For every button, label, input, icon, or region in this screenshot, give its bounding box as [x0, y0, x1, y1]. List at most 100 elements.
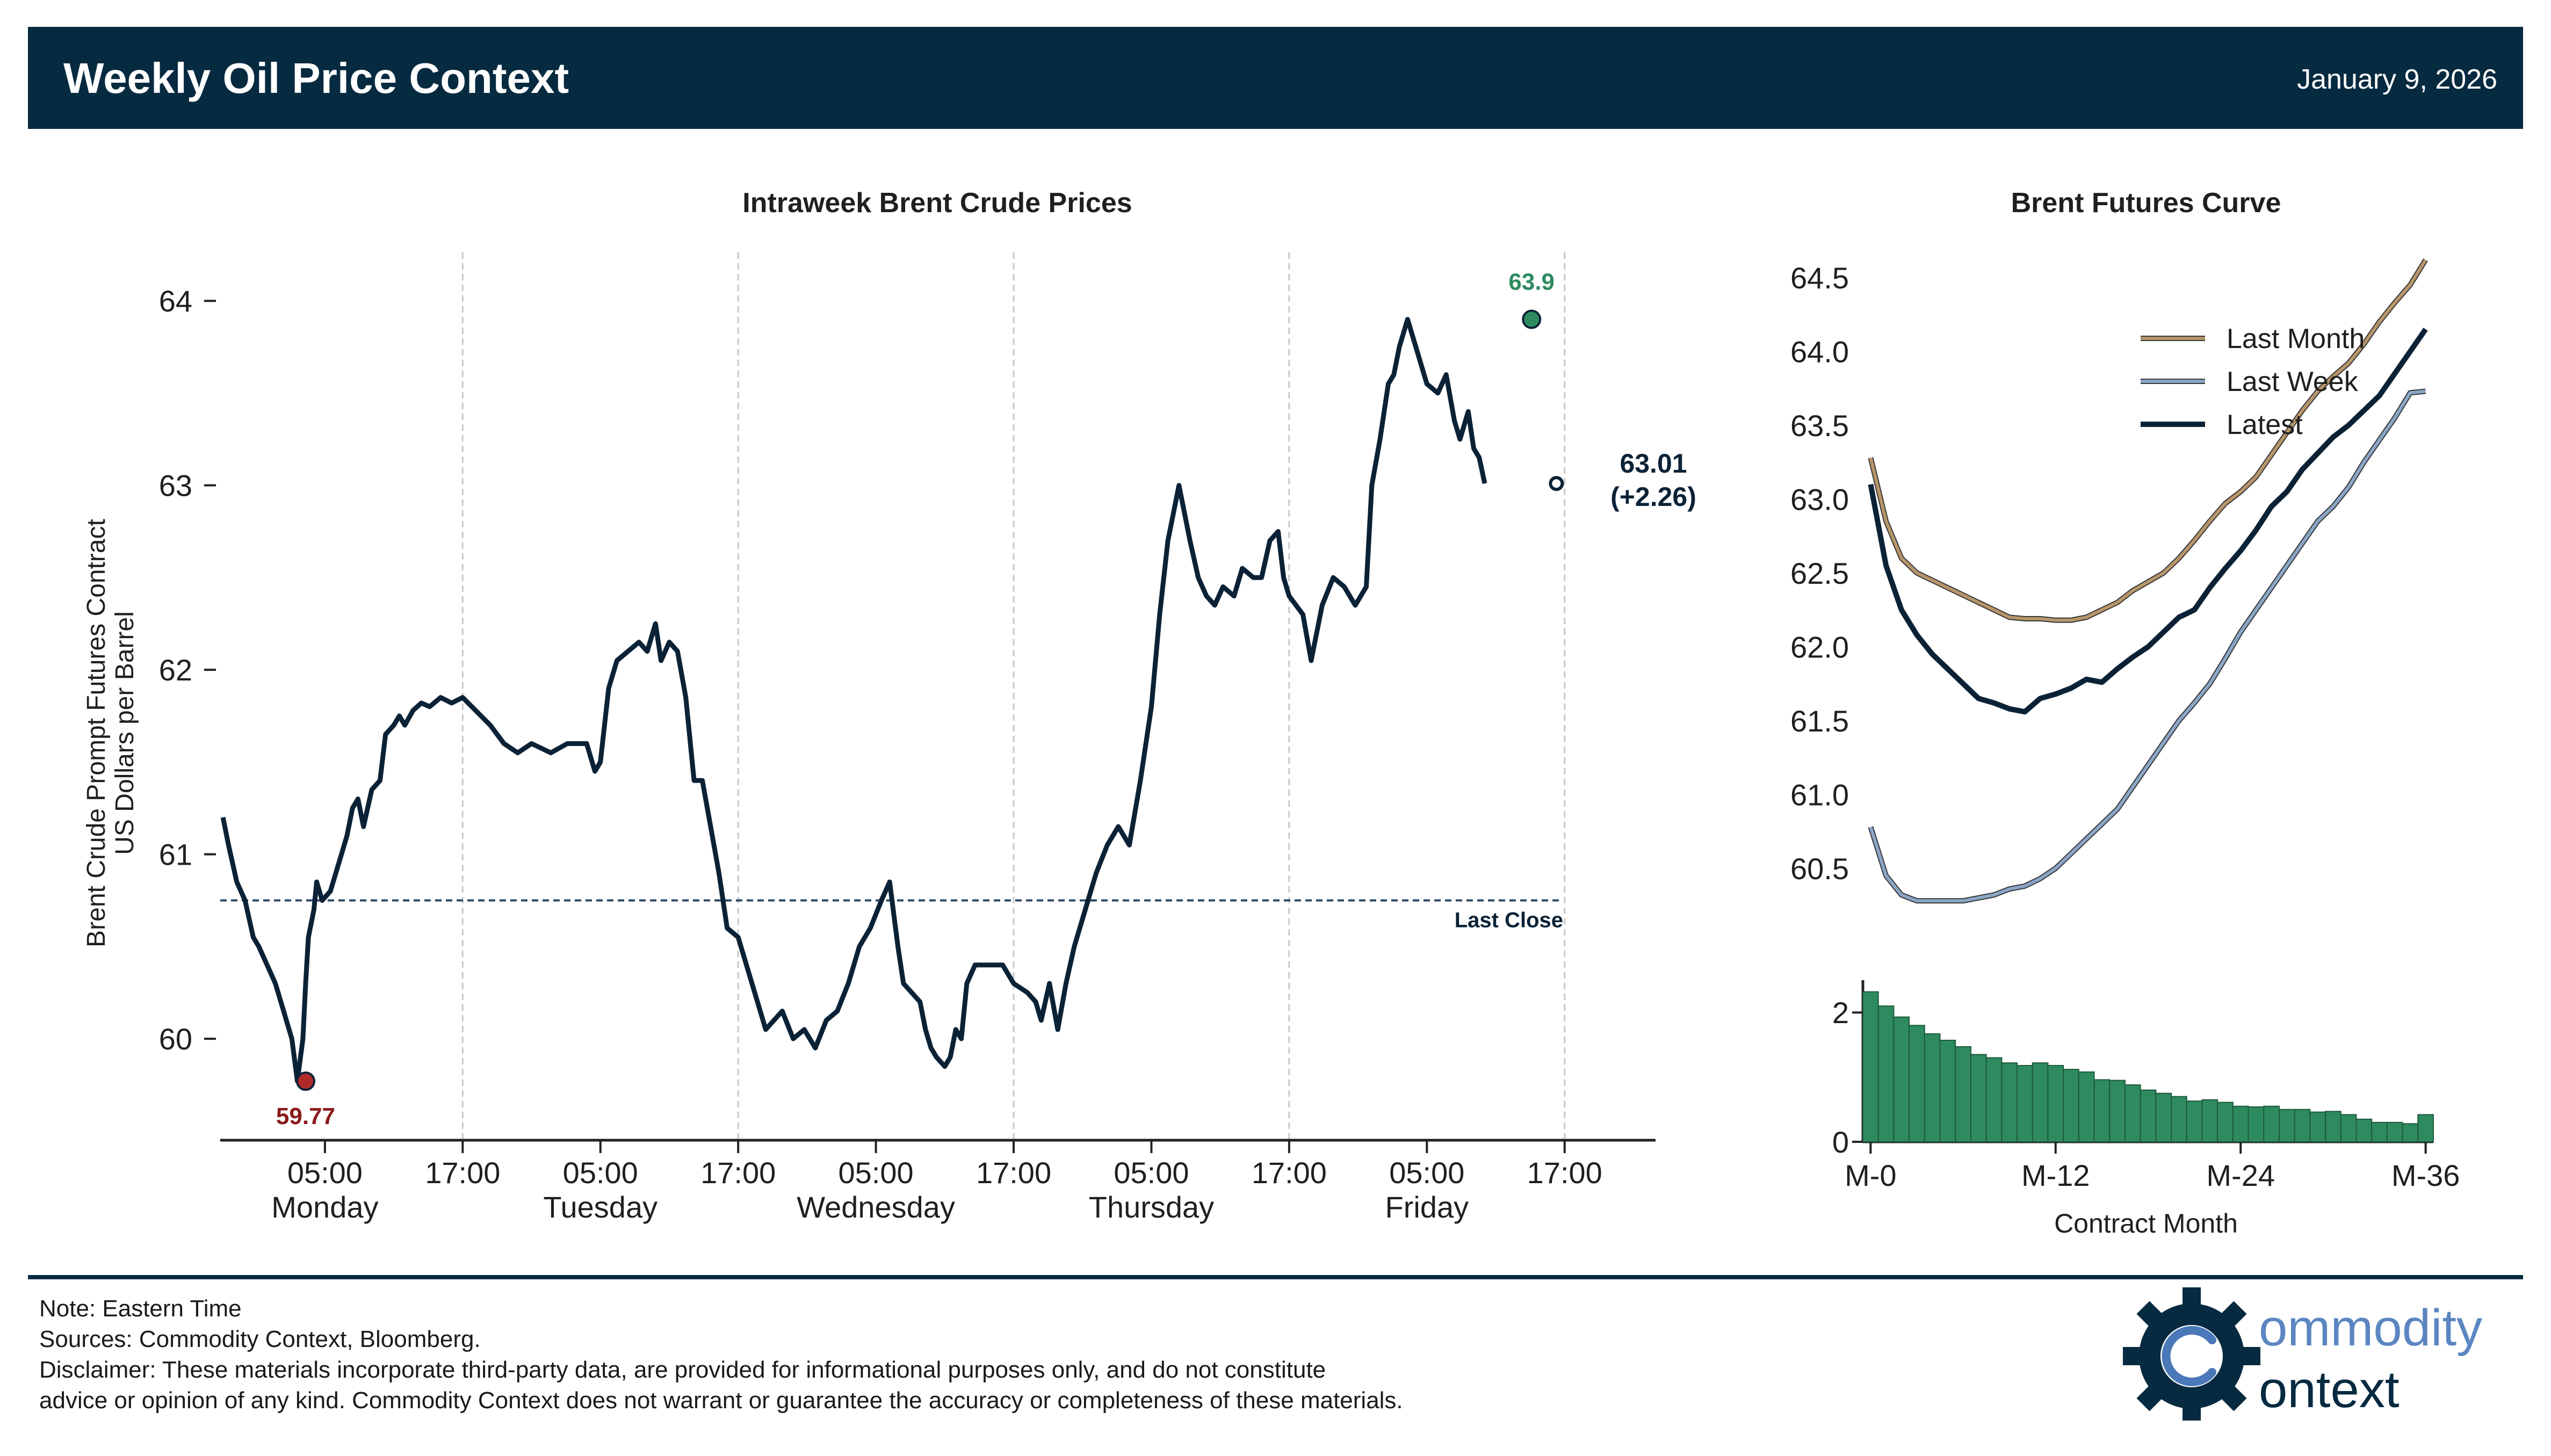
session-gridlines: [461, 252, 1566, 1140]
spread-bar: [2309, 1111, 2326, 1142]
x-tick-label: 05:00: [1389, 1156, 1464, 1190]
spread-bar: [2417, 1114, 2434, 1142]
report-date: January 9, 2026: [2297, 64, 2497, 95]
spread-bar: [2294, 1109, 2311, 1143]
futures-curve-title: Brent Futures Curve: [2011, 187, 2281, 219]
curve-y-tick-label: 60.5: [1790, 852, 1849, 886]
curve-y-tick-label: 62.0: [1790, 630, 1849, 664]
gear-icon: [2123, 1287, 2260, 1421]
spread-bar: [2047, 1064, 2064, 1142]
spread-bar: [1970, 1054, 1987, 1142]
last-price-label: 63.01: [1620, 448, 1687, 479]
curve-legend: Last Month Last Week Latest: [2141, 323, 2365, 440]
curve-y-tick-label: 62.5: [1790, 556, 1849, 590]
curve-y-tick-label: 61.5: [1790, 704, 1849, 738]
spread-bar: [2325, 1111, 2342, 1143]
x-axis-label: Contract Month: [2054, 1208, 2238, 1238]
commodity-context-logo: ommodity ontext: [2123, 1287, 2482, 1421]
spread-bar: [2217, 1102, 2234, 1142]
x-tick-label: 17:00: [700, 1156, 776, 1190]
footer-notes: Note: Eastern Time Sources: Commodity Co…: [39, 1293, 1403, 1416]
peak-label: 63.9: [1508, 269, 1555, 295]
legend-label: Last Week: [2227, 366, 2359, 397]
spread-bar: [2017, 1064, 2033, 1142]
contract-x-tick-label: M-0: [1845, 1158, 1896, 1192]
spread-bar: [2109, 1080, 2126, 1142]
spread-bar: [2402, 1123, 2419, 1143]
spread-bar: [2155, 1092, 2172, 1142]
spread-bar: [2001, 1062, 2018, 1143]
intraweek-chart: Intraweek Brent Crude Prices Brent Crude…: [82, 187, 1696, 1224]
x-tick-label: 05:00: [563, 1156, 638, 1190]
spread-bar: [2093, 1079, 2111, 1143]
y-tick-label: 61: [159, 838, 192, 872]
intraweek-chart-title: Intraweek Brent Crude Prices: [742, 187, 1132, 219]
spread-bar: [1939, 1039, 1956, 1143]
spread-bar: [1893, 1016, 1910, 1143]
curve-y-tick-label: 64.5: [1790, 261, 1849, 295]
x-tick-day-label: Friday: [1385, 1190, 1469, 1224]
spread-bar: [2355, 1118, 2373, 1143]
contract-x-axis: M-0 M-12 M-24 M-36: [1845, 1142, 2460, 1192]
bars-y-axis: 02: [1832, 996, 1863, 1159]
spread-bar: [2032, 1062, 2049, 1143]
spread-bar: [2340, 1114, 2357, 1142]
curve-y-axis: 60.5 61.0 61.5 62.0 62.5 63.0 63.5 64.0 64.5: [1790, 261, 1849, 886]
spread-bar: [2386, 1121, 2403, 1142]
x-tick-label: 17:00: [425, 1156, 500, 1190]
x-tick-label: 17:00: [976, 1156, 1051, 1190]
spread-bar: [2263, 1105, 2280, 1143]
spread-bar: [2278, 1109, 2295, 1143]
y-tick-label: 62: [159, 653, 192, 687]
x-tick-day-label: Thursday: [1089, 1190, 1214, 1224]
contract-x-tick-label: M-24: [2206, 1158, 2275, 1192]
legend-label: Last Month: [2227, 323, 2365, 354]
x-tick-label: 05:00: [1114, 1156, 1189, 1190]
spread-bar: [2371, 1121, 2388, 1142]
bars-y-tick-label: 0: [1832, 1125, 1849, 1159]
spread-bar: [1955, 1046, 1971, 1142]
footer-divider: [28, 1275, 2523, 1279]
x-tick-label: 17:00: [1252, 1156, 1327, 1190]
curve-y-tick-label: 64.0: [1790, 335, 1849, 368]
x-tick-label: 05:00: [287, 1156, 363, 1190]
curve-line-last-week: [1869, 389, 2426, 903]
x-tick-label: 05:00: [839, 1156, 914, 1190]
spread-bar: [2232, 1105, 2249, 1143]
spread-bar: [2201, 1099, 2218, 1142]
x-tick-day-label: Wednesday: [797, 1190, 955, 1224]
last-close-label: Last Close: [1455, 908, 1563, 932]
curve-line-latest: [1868, 328, 2428, 715]
spread-bar: [2248, 1106, 2265, 1142]
spread-bar: [2078, 1071, 2095, 1143]
spread-bar: [1924, 1033, 1941, 1142]
spread-bar: [1909, 1025, 1925, 1143]
logo-word-commodity: ommodity: [2259, 1299, 2482, 1357]
y-axis-label: Brent Crude Prompt Futures Contract: [82, 519, 111, 947]
curve-line-outline: [1868, 258, 2428, 623]
figure-canvas: Intraweek Brent Crude Prices Brent Crude…: [82, 187, 2460, 1238]
y-tick-label: 64: [159, 284, 192, 318]
sources-text: Sources: Commodity Context, Bloomberg.: [39, 1326, 481, 1352]
curve-lines: [1868, 258, 2428, 904]
y-axis: 60 61 62 63 64: [159, 284, 216, 1056]
page-title: Weekly Oil Price Context: [63, 54, 569, 102]
y-axis-label-units: US Dollars per Barrel: [111, 611, 139, 854]
spread-bar: [1862, 991, 1879, 1142]
spread-bar: [2124, 1084, 2141, 1142]
contract-x-tick-label: M-12: [2021, 1158, 2090, 1192]
bars-y-tick-label: 2: [1832, 996, 1849, 1030]
x-tick-day-label: Monday: [271, 1190, 378, 1224]
brent-price-line: [220, 317, 1487, 1084]
note-text: Note: Eastern Time: [39, 1295, 242, 1322]
logo-word-context: ontext: [2259, 1361, 2400, 1418]
y-tick-label: 60: [159, 1022, 192, 1056]
x-tick-day-label: Tuesday: [543, 1190, 657, 1224]
trough-marker: [295, 1071, 315, 1091]
peak-marker: [1522, 309, 1542, 329]
disclaimer-line-1: Disclaimer: These materials incorporate …: [39, 1357, 1326, 1383]
spread-bar: [2171, 1096, 2187, 1142]
last-price-change-label: (+2.26): [1610, 482, 1696, 512]
header-bar: Weekly Oil Price Context January 9, 2026: [28, 27, 2523, 129]
